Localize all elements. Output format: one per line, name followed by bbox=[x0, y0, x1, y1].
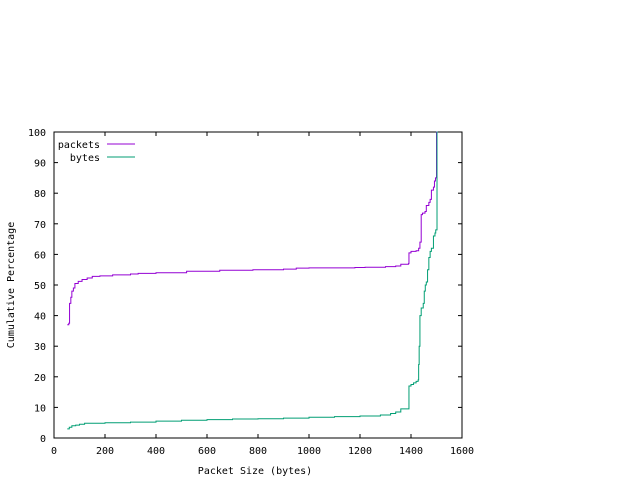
y-tick-label: 80 bbox=[34, 189, 46, 200]
x-tick-label: 800 bbox=[249, 446, 267, 457]
plot-area-border bbox=[53, 131, 463, 439]
x-tick-label: 1600 bbox=[450, 446, 474, 457]
legend: packets bytes bbox=[58, 140, 135, 164]
y-tick-label: 20 bbox=[34, 373, 46, 384]
y-tick-label: 0 bbox=[40, 434, 46, 445]
x-tick-label: 400 bbox=[147, 446, 165, 457]
x-axis-label: Packet Size (bytes) bbox=[198, 466, 312, 477]
y-tick-label: 30 bbox=[34, 342, 46, 353]
x-tick-label: 1200 bbox=[348, 446, 372, 457]
x-tick-label: 1000 bbox=[297, 446, 321, 457]
y-axis-label: Cumulative Percentage bbox=[6, 222, 17, 348]
y-axis-ticks: 0 10 20 30 40 50 60 70 80 90 100 bbox=[28, 128, 462, 445]
x-tick-label: 0 bbox=[51, 446, 57, 457]
x-tick-label: 1400 bbox=[399, 446, 423, 457]
y-tick-label: 60 bbox=[34, 250, 46, 261]
y-tick-label: 40 bbox=[34, 312, 46, 323]
series-line-packets bbox=[67, 131, 438, 326]
x-tick-label: 200 bbox=[96, 446, 114, 457]
series-line-bytes bbox=[67, 131, 438, 430]
y-tick-label: 90 bbox=[34, 159, 46, 170]
y-tick-label: 100 bbox=[28, 128, 46, 139]
legend-label-packets: packets bbox=[58, 140, 100, 151]
legend-label-bytes: bytes bbox=[70, 153, 100, 164]
series-lines bbox=[67, 131, 438, 430]
x-axis-ticks: 0 200 400 600 800 1000 1200 1400 1600 bbox=[51, 132, 474, 457]
x-tick-label: 600 bbox=[198, 446, 216, 457]
y-tick-label: 70 bbox=[34, 220, 46, 231]
y-tick-label: 10 bbox=[34, 403, 46, 414]
y-tick-label: 50 bbox=[34, 281, 46, 292]
